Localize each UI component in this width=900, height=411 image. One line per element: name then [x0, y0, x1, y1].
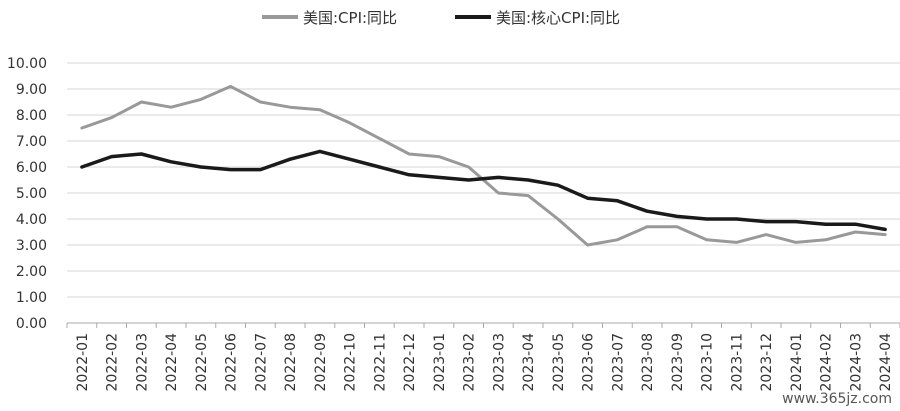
x-tick-label: 2022-06 [224, 333, 240, 392]
x-tick-label: 2022-12 [402, 333, 418, 392]
x-tick-label: 2022-04 [164, 333, 180, 392]
x-tick-label: 2023-12 [759, 333, 775, 392]
x-tick-label: 2023-07 [610, 333, 626, 392]
y-tick-label: 4.00 [16, 212, 47, 228]
watermark: www.365jz.com [782, 391, 892, 407]
x-tick-label: 2023-03 [491, 333, 507, 392]
y-tick-label: 6.00 [16, 160, 47, 176]
x-tick-label: 2022-08 [283, 333, 299, 392]
x-tick-label: 2023-05 [551, 333, 567, 392]
y-tick-label: 5.00 [16, 186, 47, 202]
y-tick-label: 7.00 [16, 134, 47, 150]
x-tick-label: 2023-09 [670, 333, 686, 392]
x-tick-label: 2023-02 [462, 333, 478, 392]
y-tick-label: 0.00 [16, 316, 47, 332]
x-tick-label: 2022-02 [105, 333, 121, 392]
legend-item-core-cpi: 美国:核心CPI:同比 [455, 4, 620, 30]
y-tick-label: 1.00 [16, 290, 47, 306]
x-tick-label: 2022-11 [372, 333, 388, 392]
x-tick-label: 2023-08 [640, 333, 656, 392]
chart-legend: 美国:CPI:同比 美国:核心CPI:同比 [0, 4, 900, 30]
legend-swatch-core-cpi [455, 15, 491, 19]
legend-label-core-cpi: 美国:核心CPI:同比 [496, 8, 621, 27]
x-tick-label: 2022-07 [253, 333, 269, 392]
x-tick-label: 2022-03 [134, 333, 150, 392]
y-tick-label: 10.00 [7, 56, 47, 72]
x-tick-label: 2022-01 [75, 333, 91, 392]
x-tick-label: 2022-05 [194, 333, 210, 392]
y-tick-label: 2.00 [16, 264, 47, 280]
x-tick-label: 2022-09 [313, 333, 329, 392]
series-line-core-cpi [80, 149, 887, 232]
x-tick-label: 2023-10 [700, 333, 716, 392]
x-tick-label: 2024-01 [789, 333, 805, 392]
x-tick-label: 2023-11 [729, 333, 745, 392]
legend-item-cpi: 美国:CPI:同比 [262, 4, 397, 30]
y-tick-label: 3.00 [16, 238, 47, 254]
y-tick-label: 9.00 [16, 82, 47, 98]
legend-label-cpi: 美国:CPI:同比 [303, 8, 398, 27]
x-tick-label: 2024-03 [848, 333, 864, 392]
x-tick-label: 2023-04 [521, 333, 537, 392]
y-tick-label: 8.00 [16, 108, 47, 124]
x-tick-label: 2024-04 [878, 333, 894, 392]
x-tick-label: 2024-02 [819, 333, 835, 392]
x-tick-label: 2023-01 [432, 333, 448, 392]
legend-swatch-cpi [262, 15, 298, 19]
x-tick-label: 2022-10 [343, 333, 359, 392]
x-tick-label: 2023-06 [581, 333, 597, 392]
